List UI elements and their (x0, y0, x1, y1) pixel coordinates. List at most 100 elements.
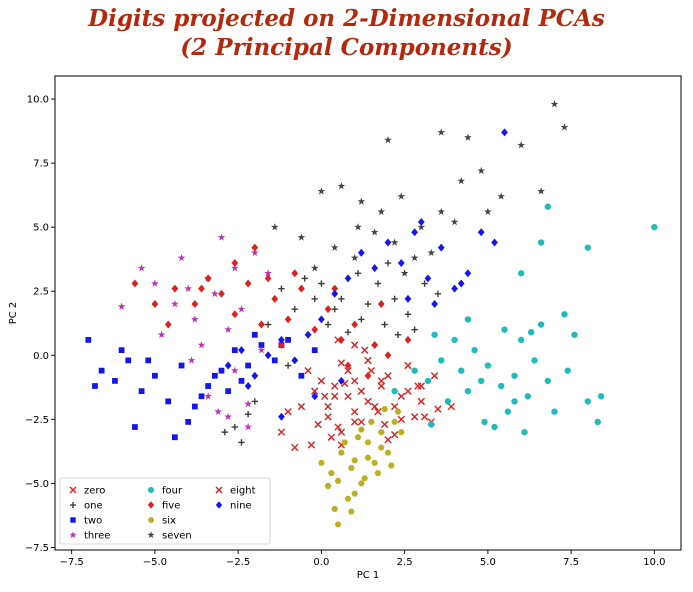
data-point-eight (324, 402, 332, 411)
data-point-zero (414, 382, 422, 390)
data-point-five (251, 243, 259, 252)
y-tick-label: −2.5 (25, 415, 49, 426)
data-point-four (481, 418, 488, 426)
data-point-five (371, 341, 379, 350)
data-point-eight (417, 382, 425, 390)
legend-label-two: two (84, 516, 102, 527)
data-point-two (165, 398, 172, 405)
data-point-six (324, 483, 332, 489)
series-two (85, 331, 318, 441)
data-point-five (278, 341, 285, 350)
data-point-four (531, 357, 538, 364)
legend-marker-six (147, 517, 155, 523)
data-point-five (324, 305, 332, 314)
data-point-three (231, 264, 239, 272)
data-point-nine (437, 243, 445, 252)
data-point-three (231, 366, 239, 374)
data-point-nine (244, 382, 252, 391)
data-point-five (264, 274, 272, 283)
data-point-zero (420, 413, 429, 421)
data-point-six (328, 470, 335, 477)
legend-label-three: three (84, 531, 110, 542)
data-point-one (324, 321, 332, 328)
data-point-two (251, 331, 258, 338)
data-point-seven (317, 187, 326, 195)
data-point-four (517, 336, 525, 344)
data-point-one (384, 259, 392, 267)
data-point-nine (397, 259, 405, 268)
data-point-six (364, 439, 372, 446)
data-point-four (544, 203, 552, 210)
data-point-six (374, 470, 382, 477)
data-point-four (471, 346, 478, 354)
data-point-one (344, 329, 352, 336)
data-point-nine (304, 330, 312, 339)
data-point-two (118, 347, 125, 354)
data-point-one (291, 305, 298, 313)
data-point-three (204, 392, 212, 400)
data-point-eight (377, 382, 386, 390)
data-point-three (151, 279, 159, 287)
data-point-two (211, 372, 218, 379)
data-point-three (250, 248, 259, 257)
data-point-four (537, 321, 545, 328)
y-axis-label: PC 2 (8, 302, 19, 325)
data-point-nine (491, 238, 498, 247)
legend-marker-one (70, 502, 76, 508)
data-point-seven (297, 233, 306, 241)
data-point-two (271, 357, 278, 364)
data-point-seven (464, 133, 472, 141)
data-point-zero (337, 359, 346, 367)
data-point-seven (370, 228, 379, 236)
series-nine (224, 128, 508, 421)
data-point-five (164, 320, 172, 329)
legend-marker-two (70, 517, 76, 523)
data-point-four (391, 387, 398, 395)
data-point-four (444, 398, 452, 405)
data-point-two (185, 419, 192, 425)
legend-label-one: one (84, 501, 103, 512)
data-point-seven (450, 218, 459, 226)
data-point-three (117, 302, 126, 310)
data-point-three (177, 253, 186, 262)
data-point-two (231, 347, 238, 354)
data-point-six (387, 462, 395, 469)
data-point-four (484, 362, 492, 369)
data-point-zero (367, 366, 376, 375)
x-axis-ticks: −7.5 −5.0 −2.5 0.0 2.5 5.0 7.5 10.0 (60, 550, 665, 568)
data-point-four (521, 428, 528, 436)
data-point-four (511, 398, 518, 405)
data-point-five (258, 320, 265, 329)
y-tick-label: 0.0 (33, 351, 49, 362)
legend-label-nine: nine (230, 501, 252, 512)
data-point-four (594, 418, 601, 426)
data-point-eight (314, 420, 322, 429)
data-point-zero (344, 392, 352, 400)
data-point-one (411, 326, 418, 333)
data-point-four (464, 387, 472, 395)
data-point-nine (384, 238, 392, 247)
data-point-eight (380, 420, 389, 429)
y-tick-label: −7.5 (25, 543, 49, 554)
data-point-zero (277, 428, 286, 436)
data-point-six (394, 408, 402, 415)
data-point-six (334, 477, 342, 484)
data-point-six (341, 439, 349, 446)
data-point-nine (431, 300, 438, 309)
data-point-zero (357, 418, 366, 426)
data-point-eight (430, 372, 439, 380)
data-point-two (198, 393, 205, 400)
data-point-eight (357, 387, 366, 395)
data-point-four (584, 244, 591, 251)
data-point-seven (310, 264, 319, 272)
legend-marker-eight (215, 486, 223, 494)
data-point-six (347, 508, 355, 515)
data-point-three (184, 284, 192, 292)
data-point-zero (364, 397, 372, 406)
data-point-zero (291, 443, 299, 452)
data-point-eight (331, 392, 339, 400)
data-point-two (258, 342, 265, 348)
data-point-five (291, 269, 299, 278)
data-point-nine (344, 274, 352, 283)
legend-marker-five (147, 501, 155, 509)
